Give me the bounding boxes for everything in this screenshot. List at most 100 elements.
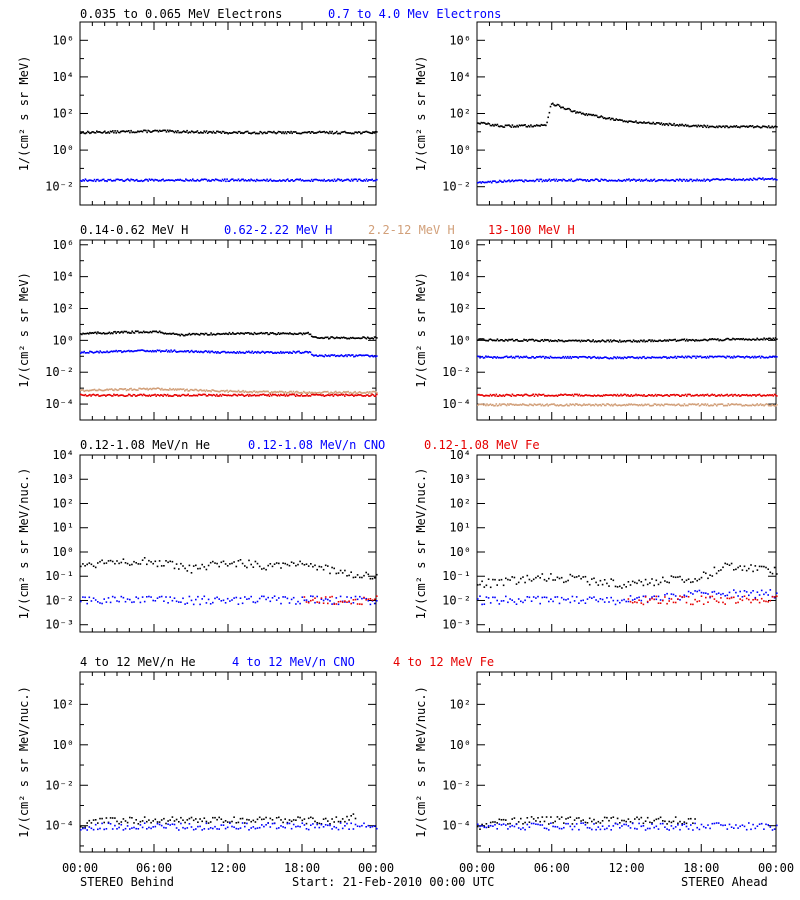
data-point — [604, 356, 606, 358]
data-point — [156, 387, 159, 389]
data-point — [666, 581, 668, 583]
data-point — [152, 394, 154, 396]
data-point — [102, 394, 105, 396]
data-point — [728, 564, 731, 566]
data-point — [285, 394, 288, 396]
data-point — [354, 598, 357, 601]
data-point — [216, 596, 218, 599]
data-point — [133, 560, 135, 563]
data-point — [532, 179, 534, 182]
data-point — [107, 822, 110, 824]
y-tick-label: 10⁰ — [449, 738, 471, 752]
data-point — [350, 393, 353, 396]
data-point — [720, 393, 723, 396]
data-point — [113, 350, 115, 352]
data-point — [92, 332, 95, 334]
data-point — [329, 180, 331, 182]
data-point — [729, 394, 732, 396]
data-point — [734, 356, 736, 359]
data-point — [756, 591, 759, 593]
data-point — [288, 822, 291, 825]
data-point — [157, 180, 160, 182]
data-point — [179, 131, 181, 134]
data-point — [274, 351, 276, 354]
data-point — [757, 177, 760, 180]
data-point — [489, 356, 492, 358]
data-point — [610, 394, 613, 396]
data-point — [629, 356, 631, 359]
data-point — [617, 395, 620, 397]
data-point — [184, 567, 186, 570]
data-point — [758, 565, 761, 568]
data-point — [625, 823, 627, 826]
data-point — [615, 395, 618, 397]
data-point — [94, 351, 97, 353]
data-point — [593, 823, 595, 825]
data-point — [313, 132, 315, 134]
data-point — [609, 394, 612, 396]
y-tick-label: 10⁻⁴ — [45, 819, 74, 833]
data-point — [524, 356, 526, 358]
data-point — [483, 339, 486, 341]
data-point — [732, 337, 734, 340]
data-point — [126, 825, 129, 827]
data-point — [237, 393, 240, 396]
data-point — [599, 395, 601, 397]
data-point — [651, 404, 653, 407]
data-point — [218, 179, 220, 182]
data-point — [657, 403, 659, 406]
data-point — [504, 338, 507, 341]
data-point — [572, 403, 575, 406]
data-point — [131, 389, 133, 391]
data-point — [124, 131, 127, 133]
data-point — [645, 404, 648, 406]
data-point — [96, 394, 98, 396]
data-point — [235, 390, 237, 393]
data-point — [91, 351, 93, 353]
data-point — [698, 125, 701, 128]
data-point — [313, 355, 315, 357]
y-tick-label: 10² — [52, 107, 74, 121]
data-point — [165, 822, 167, 825]
data-point — [547, 179, 549, 182]
data-point — [222, 824, 225, 826]
data-point — [307, 331, 309, 334]
data-point — [615, 180, 618, 182]
data-point — [682, 124, 685, 127]
data-point — [688, 179, 690, 182]
data-point — [290, 561, 293, 563]
data-point — [761, 395, 763, 397]
data-point — [597, 340, 599, 343]
data-point — [640, 581, 643, 583]
data-point — [702, 825, 705, 828]
data-point — [608, 819, 610, 822]
data-point — [541, 573, 544, 575]
data-point — [350, 132, 353, 135]
data-point — [344, 820, 346, 823]
data-point — [275, 817, 278, 819]
data-point — [115, 332, 117, 335]
data-point — [707, 356, 710, 359]
data-point — [235, 131, 237, 134]
data-point — [171, 179, 173, 181]
data-point — [568, 394, 570, 396]
data-point — [298, 132, 300, 135]
data-point — [260, 390, 263, 393]
data-point — [732, 357, 734, 359]
data-point — [338, 178, 340, 181]
data-point — [88, 562, 91, 564]
data-point — [265, 816, 267, 819]
data-point — [504, 180, 507, 183]
data-point — [237, 332, 240, 335]
data-point — [254, 601, 257, 604]
data-point — [282, 351, 284, 353]
data-point — [330, 336, 332, 338]
data-point — [490, 404, 493, 407]
data-point — [152, 826, 154, 828]
data-point — [623, 340, 626, 342]
data-point — [740, 179, 742, 181]
data-point — [289, 390, 291, 393]
data-point — [745, 597, 748, 600]
data-point — [622, 404, 625, 406]
data-point — [567, 598, 569, 600]
